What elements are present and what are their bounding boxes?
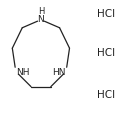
Text: H: H [38, 7, 44, 16]
Text: HCl: HCl [97, 89, 115, 99]
Text: HCl: HCl [97, 48, 115, 58]
Text: HCl: HCl [97, 9, 115, 19]
Text: HN: HN [52, 67, 65, 76]
Text: N: N [37, 15, 44, 24]
Text: NH: NH [16, 67, 30, 76]
